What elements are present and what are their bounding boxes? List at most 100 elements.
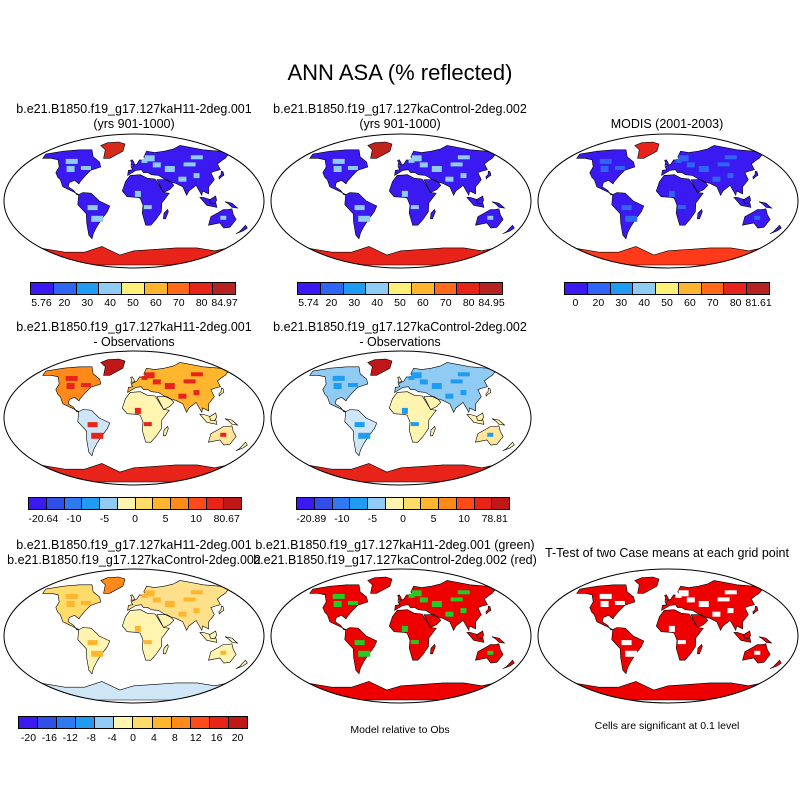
grid-cell xyxy=(354,422,365,428)
grid-cell xyxy=(134,407,141,414)
colorbar-tick-label: 10 xyxy=(458,513,470,525)
land-africa xyxy=(121,391,170,443)
land-madagascar xyxy=(163,643,169,655)
grid-cell xyxy=(144,155,155,162)
land-south-america xyxy=(344,409,378,457)
colorbar-tick-label: 30 xyxy=(348,297,361,309)
land-nz xyxy=(769,224,782,234)
map-panel-ttest xyxy=(537,568,799,704)
colorbar-model1 xyxy=(30,282,236,295)
grid-cell xyxy=(190,372,203,377)
grid-cell xyxy=(164,166,175,172)
land-greenland xyxy=(634,141,660,159)
map-border xyxy=(3,133,265,269)
grid-cell xyxy=(460,173,467,179)
colorbar-swatch xyxy=(411,283,435,294)
land-north-america xyxy=(42,366,102,413)
map-panel-relative-to-obs xyxy=(270,568,532,704)
colorbar-swatch xyxy=(314,498,333,509)
grid-cell xyxy=(621,205,632,211)
grid-cell xyxy=(193,173,200,179)
grid-cell xyxy=(754,650,761,655)
colorbar-swatch xyxy=(747,283,770,294)
panel-title-r1-c3: MODIS (2001-2003) xyxy=(610,117,724,131)
colorbar-swatch xyxy=(135,498,154,509)
colorbar-swatch xyxy=(206,498,225,509)
colorbar-tick-label: 80.67 xyxy=(213,513,240,525)
colorbar-swatch xyxy=(474,498,493,509)
land-south-america xyxy=(77,192,111,240)
colorbar-tick-label: 50 xyxy=(394,297,406,309)
grid-cell xyxy=(698,166,709,172)
colorbar-swatch xyxy=(565,283,588,294)
colorbar-tick-label: 40 xyxy=(371,297,383,309)
grid-cell xyxy=(333,166,342,172)
colorbar-model2 xyxy=(297,282,503,295)
colorbar-tick-label: 20 xyxy=(58,297,71,309)
colorbar-swatch xyxy=(46,498,65,509)
grid-cell xyxy=(668,625,675,632)
colorbar-swatch xyxy=(298,283,321,294)
grid-cell xyxy=(600,601,609,607)
colorbar-swatch xyxy=(421,498,439,509)
land-borneo xyxy=(476,195,484,205)
land-greenland xyxy=(367,358,393,376)
land-greenland xyxy=(367,576,393,594)
land-madagascar xyxy=(697,208,703,220)
grid-cell xyxy=(431,383,442,389)
land-madagascar xyxy=(430,208,436,220)
grid-cell xyxy=(625,215,638,222)
land-north-america xyxy=(309,584,369,631)
grid-cell xyxy=(677,640,686,645)
grid-cell xyxy=(410,205,419,210)
grid-cell xyxy=(754,215,761,220)
land-north-america xyxy=(309,366,369,413)
colorbar-swatch xyxy=(171,498,189,509)
colorbar-swatch xyxy=(350,498,368,509)
colorbar-tick-label: 5.76 xyxy=(31,297,52,309)
grid-cell xyxy=(675,593,682,598)
colorbar-tick-label: 84.97 xyxy=(211,297,238,309)
colorbar-swatch xyxy=(95,717,115,728)
colorbar-tick-label: 70 xyxy=(706,297,719,309)
land-africa xyxy=(388,174,437,226)
land-uk xyxy=(130,159,135,166)
colorbar-swatch xyxy=(343,283,367,294)
colorbar-swatch xyxy=(403,498,422,509)
colorbar-tick-label: 0 xyxy=(400,513,406,525)
grid-cell xyxy=(141,375,148,380)
land-uk xyxy=(664,159,669,166)
colorbar-tick-label: 60 xyxy=(150,297,162,309)
land-nz xyxy=(235,224,248,234)
colorbar-tick-label: 40 xyxy=(104,297,116,309)
colorbar-labels-model1-minus-obs: -20.64 -10 -5 0 5 10 80.67 xyxy=(28,513,242,527)
land-south-america xyxy=(611,192,645,240)
land-japan xyxy=(485,387,492,397)
grid-cell xyxy=(65,593,78,599)
land-indonesia xyxy=(199,632,218,643)
land-north-america xyxy=(42,584,102,631)
land-indonesia xyxy=(466,414,485,425)
colorbar-swatch xyxy=(320,283,344,294)
panel-title-r2-c1: b.e21.B1850.f19_g17.127kaH11-2deg.001- O… xyxy=(16,320,252,349)
land-south-america xyxy=(344,192,378,240)
colorbar-labels-model2-minus-obs: -20.89 -10 -5 0 5 10 78.81 xyxy=(296,513,510,527)
grid-cell xyxy=(677,205,686,210)
colorbar-tick-label: 8 xyxy=(171,732,178,744)
grid-cell xyxy=(220,432,227,437)
land-madagascar xyxy=(430,643,436,655)
grid-cell xyxy=(712,611,721,617)
colorbar-tick-label: 78.81 xyxy=(481,513,508,525)
panel-title-r3-c2: b.e21.B1850.f19_g17.127kaH11-2deg.001 (g… xyxy=(253,538,537,567)
land-japan xyxy=(218,387,225,397)
land-borneo xyxy=(743,630,751,640)
land-nz xyxy=(235,659,248,669)
grid-cell xyxy=(164,601,175,607)
colorbar-tick-label: -5 xyxy=(99,513,110,525)
grid-cell xyxy=(144,372,155,379)
colorbar-swatch xyxy=(228,717,247,728)
land-newguinea xyxy=(224,201,239,209)
grid-cell xyxy=(487,215,494,220)
grid-cell xyxy=(625,650,638,657)
grid-cell xyxy=(668,190,675,197)
